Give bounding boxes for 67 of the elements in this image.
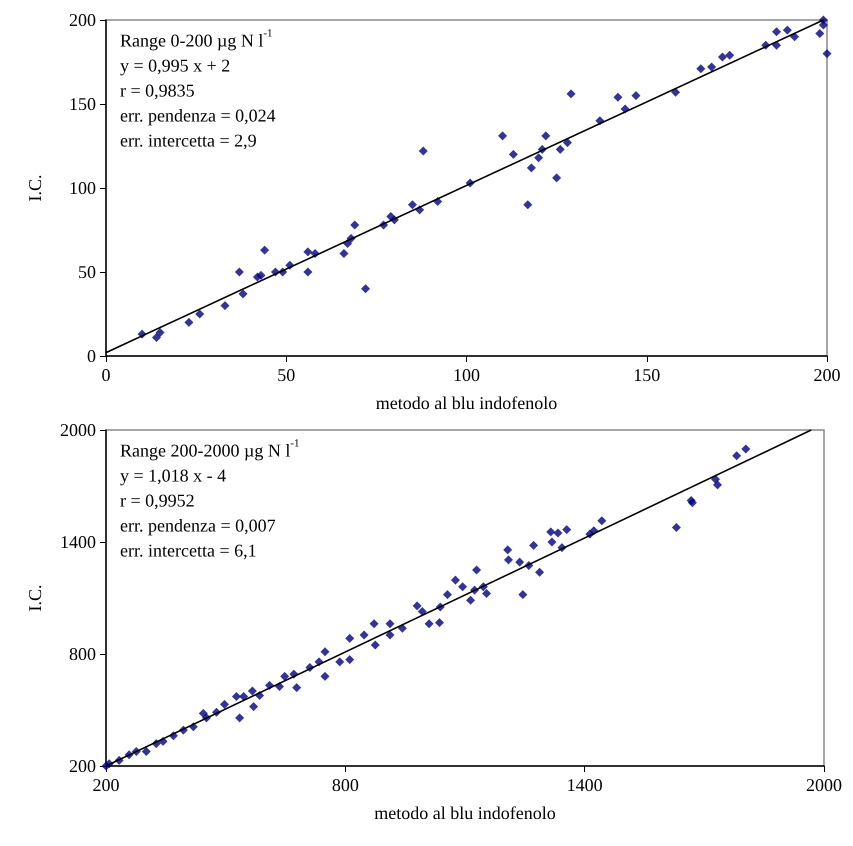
point — [541, 131, 550, 140]
point — [303, 247, 312, 256]
point — [361, 284, 370, 294]
point — [725, 50, 734, 60]
point — [556, 144, 565, 154]
x-tick-label: 2000 — [806, 775, 842, 795]
annotation: err. intercetta = 6,1 — [120, 540, 257, 560]
point — [498, 131, 508, 140]
annotation: r = 0,9835 — [120, 80, 195, 100]
x-tick-label: 100 — [453, 365, 480, 385]
point — [195, 310, 204, 318]
point — [815, 28, 824, 38]
point — [718, 52, 727, 62]
annotation: err. intercetta = 2,9 — [120, 130, 257, 150]
point — [152, 333, 161, 342]
x-tick-label: 1400 — [566, 775, 603, 795]
annotation: err. pendenza = 0,024 — [120, 106, 276, 126]
y-axis-title: I.C. — [25, 174, 45, 202]
point — [552, 173, 562, 182]
x-axis-title: metodo al blu indofenolo — [374, 803, 556, 823]
y-tick-label: 1400 — [60, 532, 96, 552]
point — [156, 328, 165, 337]
point — [418, 146, 428, 156]
point — [822, 49, 832, 58]
y-tick-label: 50 — [78, 262, 96, 282]
y-tick-label: 2000 — [60, 420, 96, 440]
y-tick-label: 800 — [69, 644, 96, 664]
y-tick-label: 100 — [69, 178, 96, 198]
point — [184, 318, 194, 327]
x-tick-label: 800 — [332, 775, 359, 795]
annotation: y = 0,995 x + 2 — [120, 56, 230, 76]
point — [508, 150, 518, 159]
x-tick-label: 0 — [102, 365, 110, 385]
point — [566, 89, 576, 98]
point — [339, 249, 348, 258]
x-tick-label: 50 — [277, 365, 296, 385]
x-tick-label: 200 — [92, 775, 120, 795]
point — [350, 220, 360, 230]
point — [613, 92, 622, 102]
point — [534, 153, 544, 162]
x-axis-title: metodo al blu indofenolo — [376, 393, 558, 413]
y-tick-label: 150 — [69, 94, 96, 114]
y-tick-label: 0 — [87, 346, 96, 366]
point — [696, 64, 706, 74]
point — [526, 163, 536, 172]
y-tick-label: 200 — [69, 10, 96, 30]
point — [562, 138, 572, 148]
point — [256, 270, 266, 280]
point — [523, 200, 532, 210]
annotation: y = 1,018 x - 4 — [120, 466, 226, 486]
point — [408, 200, 417, 210]
y-axis-title: I.C. — [25, 584, 45, 612]
y-tick-label: 200 — [69, 756, 96, 776]
annotation: r = 0,9952 — [120, 490, 195, 510]
point — [303, 268, 312, 276]
point — [238, 289, 248, 298]
x-tick-label: 200 — [814, 365, 840, 385]
point — [772, 27, 782, 36]
point — [260, 246, 270, 255]
annotation: err. pendenza = 0,007 — [120, 516, 276, 536]
point — [707, 62, 716, 72]
x-tick-label: 150 — [633, 365, 660, 385]
point — [234, 268, 244, 276]
point — [782, 26, 792, 35]
point — [220, 301, 230, 310]
point — [818, 20, 828, 30]
point — [631, 91, 640, 100]
